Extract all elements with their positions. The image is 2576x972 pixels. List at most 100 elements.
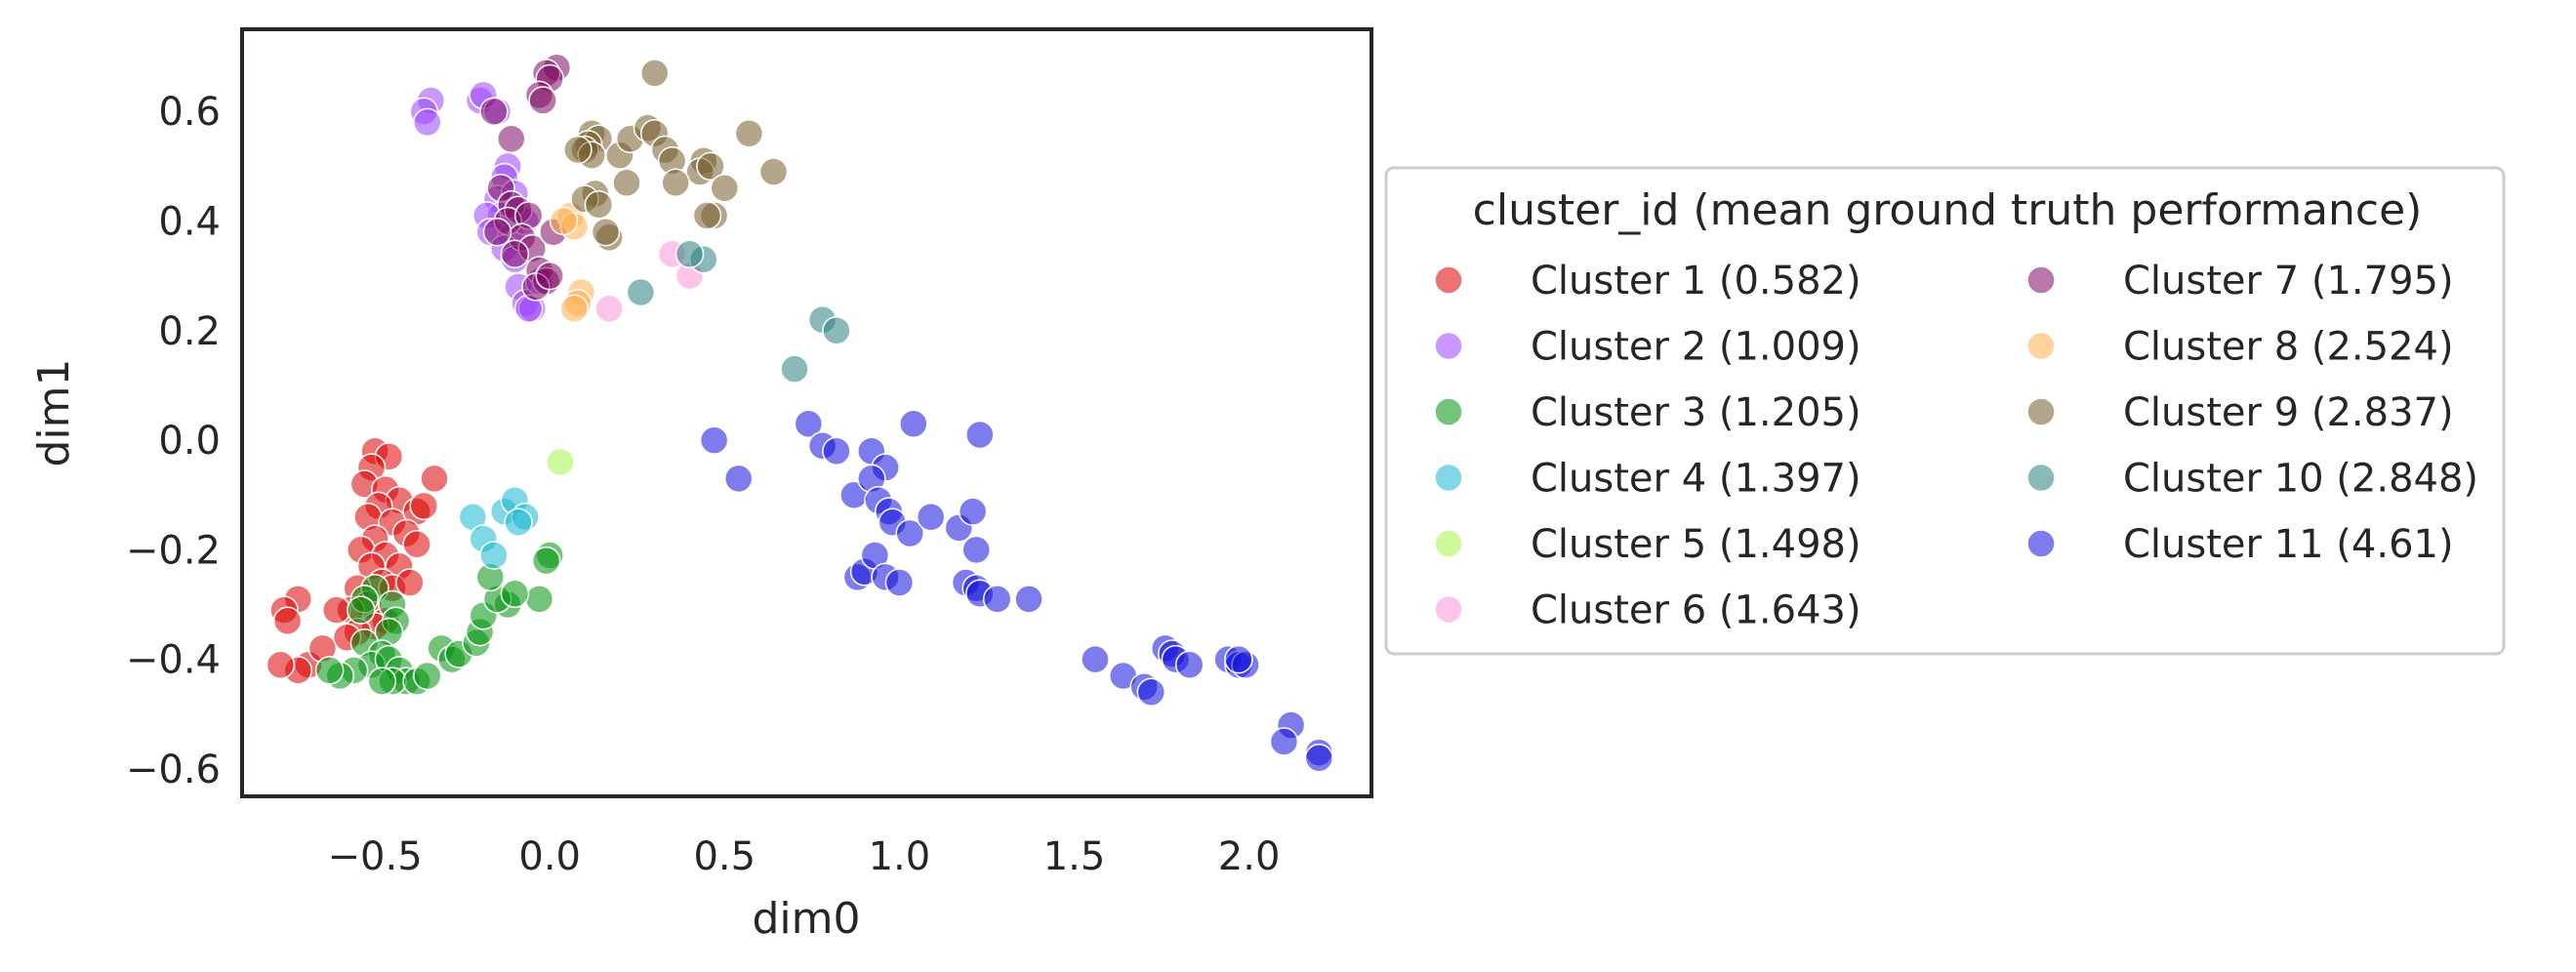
legend-marker <box>2026 331 2056 361</box>
point-cluster-3 <box>413 661 442 691</box>
point-cluster-11 <box>965 420 995 450</box>
legend-label: Cluster 5 (1.498) <box>1531 522 1861 567</box>
y-tick-label: 0.2 <box>158 309 221 354</box>
y-tick-label: 0.0 <box>158 419 221 464</box>
legend-entry: Cluster 3 (1.205) <box>1434 390 1861 435</box>
x-tick-label: 2.0 <box>1218 834 1281 879</box>
legend-entry: Cluster 4 (1.397) <box>1434 457 1861 502</box>
point-cluster-9 <box>758 157 789 186</box>
legend-label: Cluster 10 (2.848) <box>2123 457 2478 502</box>
point-cluster-3 <box>524 585 554 614</box>
x-tick-label: 1.0 <box>869 834 931 879</box>
legend-label: Cluster 2 (1.009) <box>1531 325 1861 370</box>
point-cluster-1 <box>321 595 351 625</box>
point-cluster-9 <box>639 59 670 88</box>
y-tick-label: 0.4 <box>158 200 221 245</box>
point-cluster-7 <box>535 261 564 291</box>
point-cluster-11 <box>794 409 824 438</box>
point-cluster-2 <box>413 107 442 138</box>
y-tick-label: 0.6 <box>158 90 221 135</box>
legend-entry: Cluster 8 (2.524) <box>2026 325 2454 370</box>
legend-marker <box>1434 265 1463 295</box>
point-cluster-7 <box>497 124 526 154</box>
legend-marker <box>1434 397 1463 426</box>
legend-frame <box>1384 166 2506 656</box>
point-cluster-9 <box>710 174 740 203</box>
point-cluster-11 <box>1014 585 1043 614</box>
point-cluster-10 <box>780 354 809 384</box>
legend-entry: Cluster 1 (0.582) <box>1434 259 1861 304</box>
x-tick-label: −0.5 <box>328 834 423 879</box>
point-cluster-4 <box>504 507 533 538</box>
legend-entry: Cluster 10 (2.848) <box>2026 457 2478 502</box>
point-cluster-1 <box>402 529 431 559</box>
point-cluster-8 <box>549 206 579 236</box>
point-cluster-11 <box>899 409 928 438</box>
y-axis-label: dim1 <box>29 358 79 466</box>
point-cluster-11 <box>822 436 851 466</box>
point-cluster-1 <box>420 464 449 494</box>
legend-marker <box>2026 397 2056 426</box>
legend-marker <box>2026 265 2056 295</box>
legend-label: Cluster 1 (0.582) <box>1531 259 1861 304</box>
point-cluster-9 <box>692 201 722 230</box>
point-cluster-1 <box>272 606 303 636</box>
point-cluster-11 <box>895 518 924 548</box>
point-cluster-9 <box>661 168 690 197</box>
point-cluster-10 <box>822 316 851 345</box>
point-cluster-7 <box>482 217 512 247</box>
point-cluster-10 <box>675 239 705 268</box>
legend-entry: Cluster 2 (1.009) <box>1434 325 1861 370</box>
point-cluster-9 <box>612 168 641 197</box>
point-cluster-3 <box>314 656 345 685</box>
point-cluster-3 <box>500 579 530 609</box>
legend-entry: Cluster 7 (1.795) <box>2026 259 2454 304</box>
y-axis-ticks: −0.6 −0.4 −0.2 0.0 0.2 0.4 0.6 <box>126 90 221 792</box>
legend-marker <box>1434 594 1463 625</box>
y-tick-label: −0.2 <box>126 528 221 573</box>
legend-marker <box>2026 529 2056 558</box>
point-cluster-9 <box>696 151 725 182</box>
point-cluster-11 <box>699 425 729 455</box>
legend-label: Cluster 8 (2.524) <box>2123 325 2454 370</box>
point-cluster-1 <box>409 491 439 521</box>
point-cluster-6 <box>594 294 624 324</box>
legend-label: Cluster 11 (4.61) <box>2123 522 2454 567</box>
point-cluster-9 <box>734 118 764 148</box>
point-cluster-1 <box>266 650 296 680</box>
legend-label: Cluster 6 (1.643) <box>1531 588 1861 633</box>
point-cluster-11 <box>916 502 946 532</box>
x-axis-label: dim0 <box>752 894 860 944</box>
legend-marker <box>2026 463 2056 493</box>
point-cluster-9 <box>591 217 621 247</box>
legend-entry: Cluster 6 (1.643) <box>1434 588 1861 633</box>
point-cluster-4 <box>479 541 509 570</box>
y-tick-label: −0.6 <box>126 748 221 792</box>
point-cluster-3 <box>367 667 397 696</box>
point-cluster-11 <box>1174 650 1205 680</box>
legend-entry: Cluster 5 (1.498) <box>1434 522 1861 567</box>
point-cluster-3 <box>531 546 561 576</box>
point-cluster-11 <box>982 585 1012 614</box>
x-tick-label: 0.0 <box>518 834 581 879</box>
point-cluster-11 <box>1304 743 1334 773</box>
y-tick-label: −0.4 <box>126 638 221 683</box>
point-cluster-8 <box>559 294 590 324</box>
point-cluster-11 <box>961 535 991 565</box>
point-cluster-10 <box>626 277 656 307</box>
point-cluster-11 <box>1269 727 1299 756</box>
point-cluster-9 <box>563 135 593 165</box>
legend-label: Cluster 9 (2.837) <box>2123 390 2454 435</box>
point-cluster-11 <box>1224 644 1253 674</box>
legend-title: cluster_id (mean ground truth performanc… <box>1473 185 2423 235</box>
legend-marker <box>1434 331 1463 361</box>
legend-items: Cluster 1 (0.582) Cluster 2 (1.009) Cluste… <box>1434 259 2478 633</box>
legend-entry: Cluster 9 (2.837) <box>2026 390 2454 435</box>
points-layer <box>266 53 1334 773</box>
point-cluster-11 <box>884 568 915 597</box>
point-cluster-11 <box>1136 677 1166 708</box>
point-cluster-11 <box>1081 644 1110 674</box>
legend: cluster_id (mean ground truth performanc… <box>1384 166 2506 656</box>
point-cluster-9 <box>584 189 614 220</box>
